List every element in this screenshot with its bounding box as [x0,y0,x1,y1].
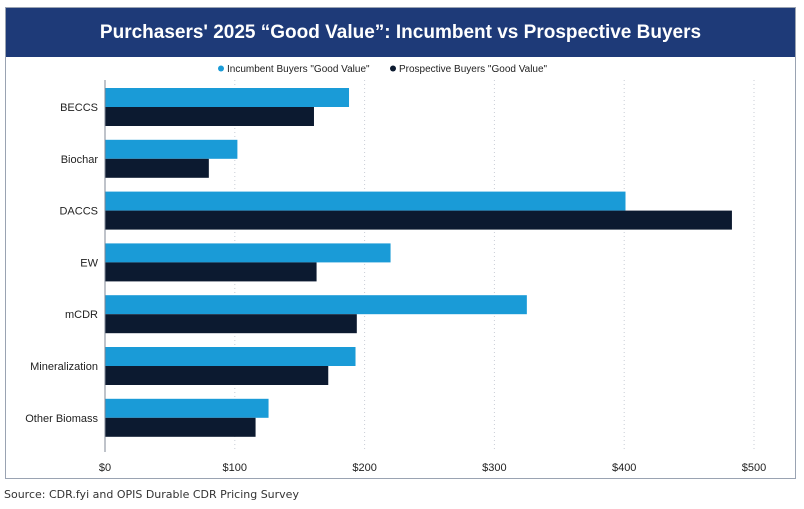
bar-incumbent [105,295,527,315]
category-label: EW [80,257,98,269]
chart-title: Purchasers' 2025 “Good Value”: Incumbent… [99,22,702,43]
bar-prospective [105,158,209,178]
source-note: Source: CDR.fyi and OPIS Durable CDR Pri… [4,488,299,501]
category-label: Mineralization [30,361,98,373]
bar-incumbent [105,191,626,211]
bar-incumbent [105,347,356,366]
bar-prospective [105,262,317,282]
legend-label: Prospective Buyers "Good Value" [399,64,548,75]
x-tick-label: $100 [223,462,247,474]
x-tick-label: $400 [612,462,636,474]
title-bar: Purchasers' 2025 “Good Value”: Incumbent… [6,8,795,57]
category-label: BECCS [60,102,98,114]
legend-marker [218,65,224,72]
bar-prospective [105,107,314,126]
x-tick-label: $500 [742,462,766,474]
x-tick-label: $0 [99,462,111,474]
legend-marker [390,65,396,72]
x-tick-label: $200 [352,462,376,474]
x-tick-label: $300 [482,462,506,474]
bar-prospective [105,314,357,334]
category-label: Biochar [61,154,99,166]
category-label: Other Biomass [25,413,98,425]
bar-incumbent [105,243,391,263]
bar-incumbent [105,139,238,159]
category-label: mCDR [65,309,98,321]
bar-prospective [105,417,256,437]
bar-prospective [105,366,329,385]
bar-incumbent [105,88,350,107]
category-label: DACCS [59,206,98,218]
bar-incumbent [105,398,269,418]
legend-label: Incumbent Buyers "Good Value" [227,64,370,75]
bar-prospective [105,210,732,230]
